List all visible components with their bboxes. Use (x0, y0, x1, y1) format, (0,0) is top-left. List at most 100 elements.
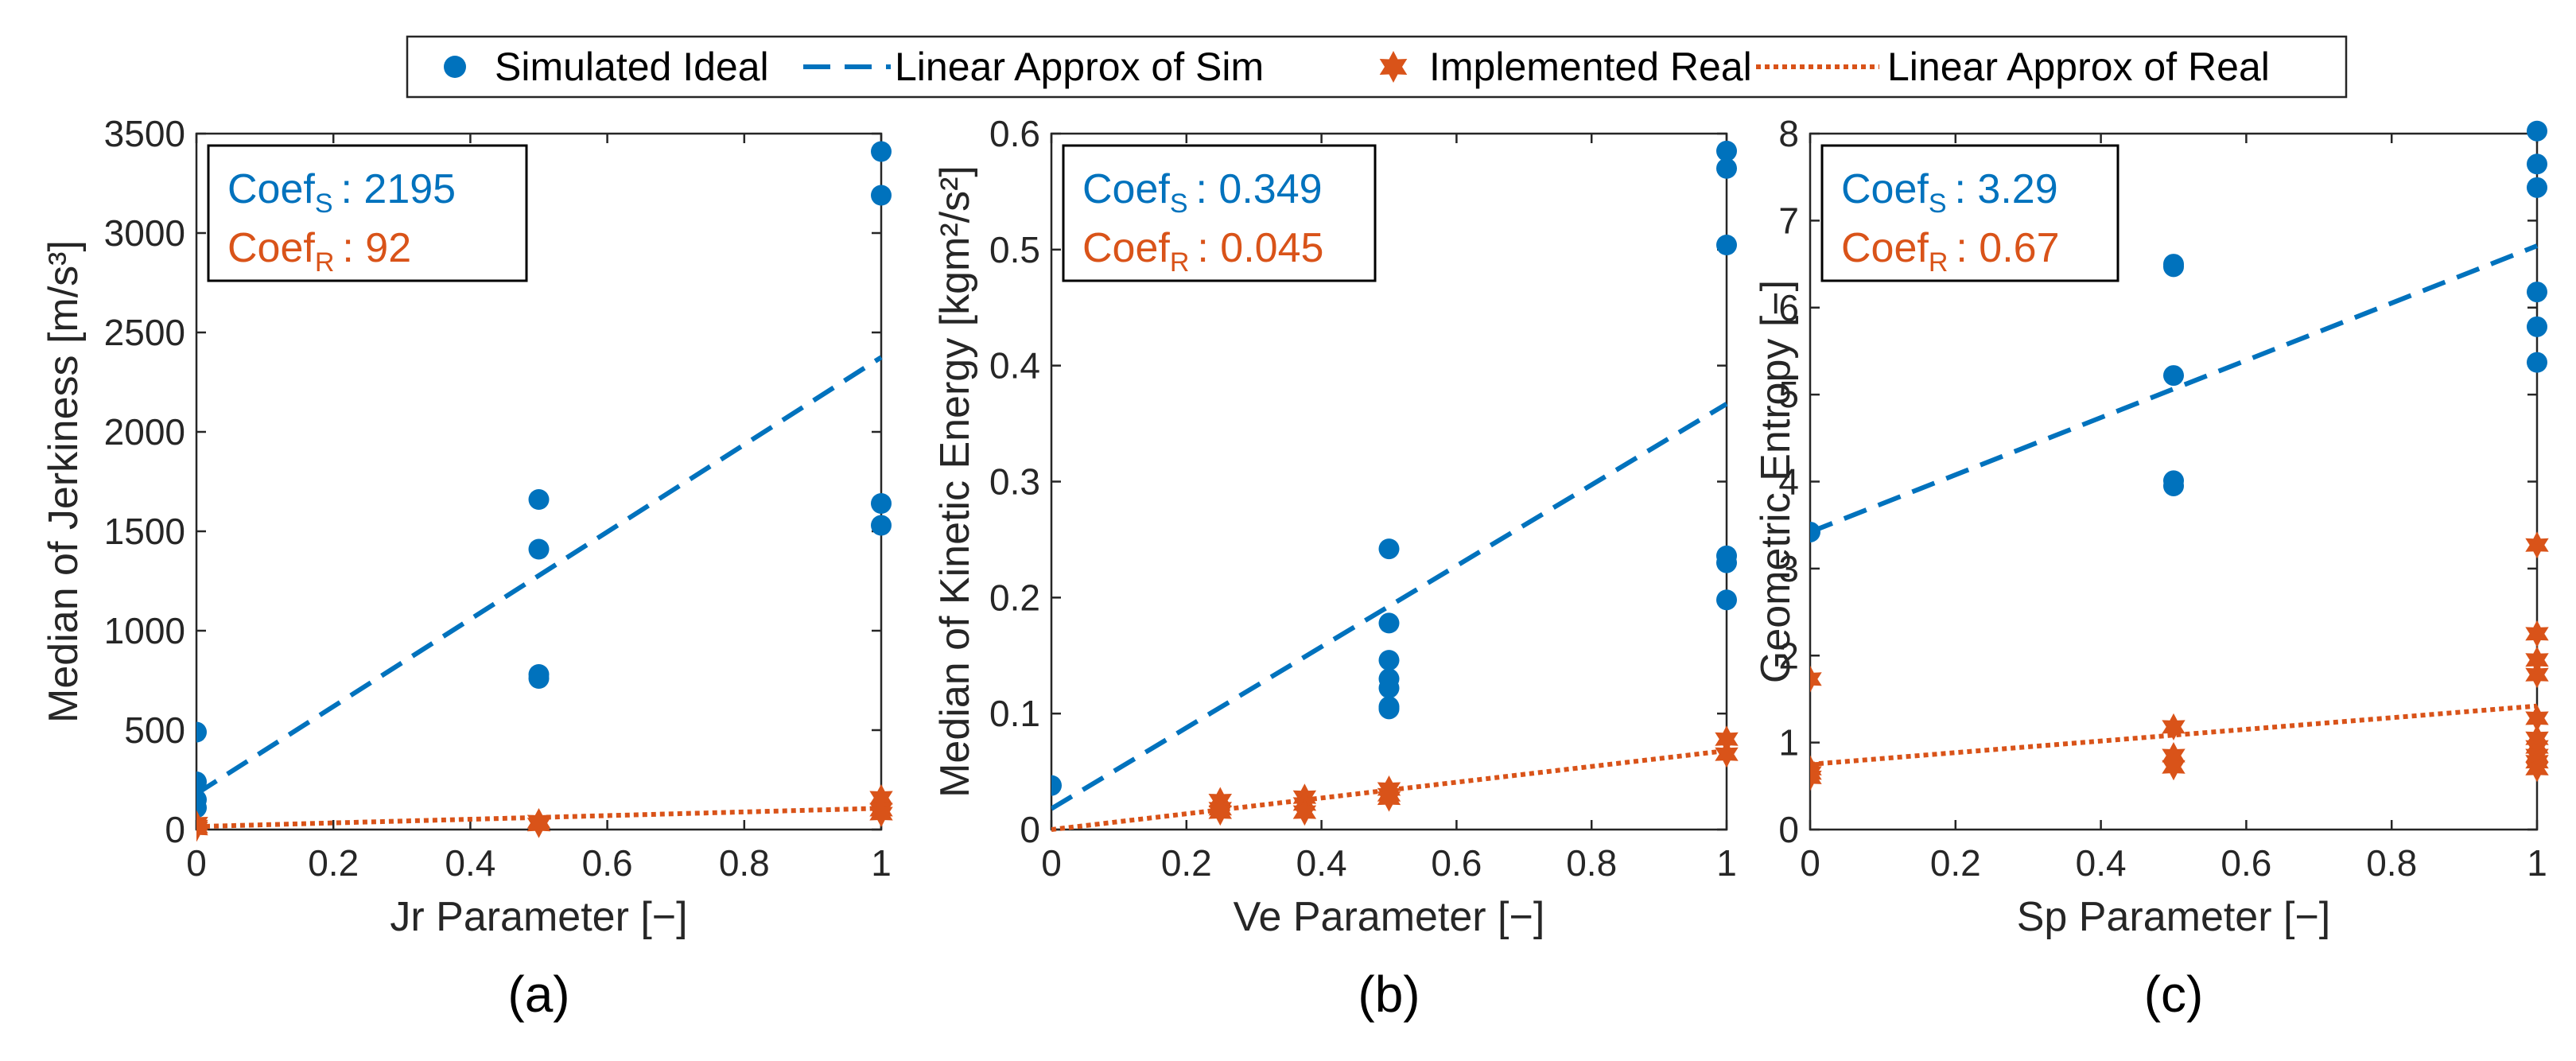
sim-point (2163, 365, 2184, 387)
sim-point (2527, 154, 2547, 175)
legend-item-label: Linear Approx of Sim (895, 45, 1264, 89)
legend-item-label: Linear Approx of Real (1887, 45, 2270, 89)
sim-point (196, 771, 207, 792)
panel-label: (b) (1358, 966, 1420, 1023)
y-tick-label: 3000 (104, 212, 185, 254)
x-tick-label: 0.8 (719, 842, 770, 884)
sim-point (1716, 235, 1737, 255)
sim-point (1716, 589, 1737, 611)
sim-point (1716, 157, 1737, 179)
coef-box (1062, 144, 1377, 282)
real-point (2525, 755, 2549, 783)
x-tick-label: 0.8 (2366, 842, 2417, 884)
y-axis-title: Geometric Entropy [−] (1753, 280, 1799, 683)
sim-point (1378, 650, 1400, 671)
sim-point (196, 721, 207, 743)
series-layer (1810, 120, 2549, 791)
y-tick-label: 2000 (104, 411, 185, 453)
y-tick-label: 1 (1778, 722, 1799, 764)
y-tick-label: 8 (1778, 113, 1799, 154)
y-tick-label: 0.2 (989, 577, 1040, 618)
y-tick-label: 0.1 (989, 693, 1040, 734)
real-point (196, 814, 208, 841)
real-point (2525, 661, 2549, 689)
y-tick-label: 0.4 (989, 345, 1040, 387)
sim-point (1716, 140, 1737, 161)
legend-item-label: Implemented Real (1429, 45, 1752, 89)
sim-point (1051, 775, 1062, 796)
sim-point (1378, 538, 1400, 560)
sim-fit-line (1051, 402, 1728, 811)
real-point (1292, 799, 1317, 826)
series-layer (1051, 140, 1739, 832)
y-tick-label: 0 (1778, 809, 1799, 850)
real-point (1810, 665, 1822, 693)
coef-sim-text: CoefS: 2195 (227, 166, 456, 219)
y-tick-label: 5 (1778, 374, 1799, 415)
x-tick-label: 0.4 (2076, 842, 2127, 884)
x-tick-label: 0.4 (445, 842, 495, 884)
sim-point (196, 797, 207, 818)
sim-point (2163, 475, 2184, 496)
sim-point (528, 538, 550, 560)
panel-label: (c) (2144, 966, 2204, 1023)
y-tick-label: 3500 (104, 113, 185, 154)
sim-point (2527, 282, 2547, 303)
sim-point (1378, 698, 1400, 720)
x-tick-label: 0.2 (1930, 842, 1981, 884)
sim-point (871, 515, 892, 536)
coef-sim-text: CoefS: 0.349 (1082, 166, 1323, 219)
sim-point (871, 185, 892, 206)
x-tick-label: 0.6 (1431, 842, 1482, 884)
series-layer (196, 141, 893, 841)
chart-panels: 0 0.2 0.4 0.6 0.8 105001000150020002500300035… (41, 113, 2549, 1023)
sim-point (528, 489, 550, 510)
real-point (869, 800, 893, 827)
real-point (1715, 725, 1739, 753)
sim-point (1378, 612, 1400, 634)
sim-point (1378, 678, 1400, 699)
y-tick-label: 1500 (104, 511, 185, 552)
coef-real-text: CoefR: 0.67 (1841, 225, 2060, 278)
x-axis-title: Ve Parameter [−] (1234, 894, 1545, 940)
panel-b: 0 0.2 0.4 0.6 0.8 1 0 0.1 0.2 0.3 0.4 0.5 0.6 Ve Para… (932, 113, 1739, 1023)
y-tick-label: 0.5 (989, 229, 1040, 270)
x-tick-label: 0.8 (1566, 842, 1617, 884)
coef-real-text: CoefR: 0.045 (1082, 225, 1323, 278)
real-point (1715, 740, 1739, 768)
panel-c: 0 0.2 0.4 0.6 0.8 1 0 1 2 3 4 5 6 7 8 Sp Parameter [−] G… (1753, 113, 2549, 1023)
real-point (1377, 784, 1401, 812)
coef-box (1820, 144, 2119, 282)
x-tick-label: 1 (2527, 842, 2547, 884)
real-point (2525, 646, 2549, 674)
y-tick-label: 4 (1778, 461, 1799, 503)
y-tick-label: 500 (124, 709, 185, 751)
coef-sim-text: CoefS: 3.29 (1841, 166, 2058, 219)
legend-box (406, 35, 2348, 99)
x-axis-title: Jr Parameter [−] (390, 894, 687, 940)
sim-point (2163, 256, 2184, 278)
real-point (1208, 799, 1232, 826)
y-tick-label: 2500 (104, 312, 185, 353)
y-tick-label: 2 (1778, 635, 1799, 676)
sim-fit-line (1810, 243, 2539, 534)
real-point (2525, 705, 2549, 732)
x-tick-label: 0 (186, 842, 207, 884)
sim-fit-line (196, 355, 883, 796)
sim-point (2527, 120, 2547, 142)
coef-box (207, 144, 528, 282)
x-tick-label: 0 (1800, 842, 1820, 884)
x-tick-label: 0.6 (2220, 842, 2271, 884)
panel-label: (a) (507, 966, 569, 1023)
legend: Simulated Ideal Linear Approx of Sim Imple… (406, 35, 2348, 99)
sim-point (2527, 352, 2547, 373)
sim-point (2527, 316, 2547, 337)
real-point (526, 810, 551, 838)
real-point (2525, 620, 2549, 647)
sim-point (1810, 521, 1820, 542)
real-point (2162, 753, 2186, 781)
real-point (2162, 713, 2186, 740)
real-point (1810, 764, 1822, 791)
y-axis-title: Median of Kinetic Energy [kgm²/s²] (932, 165, 978, 798)
x-axis-title: Sp Parameter [−] (2017, 894, 2331, 940)
